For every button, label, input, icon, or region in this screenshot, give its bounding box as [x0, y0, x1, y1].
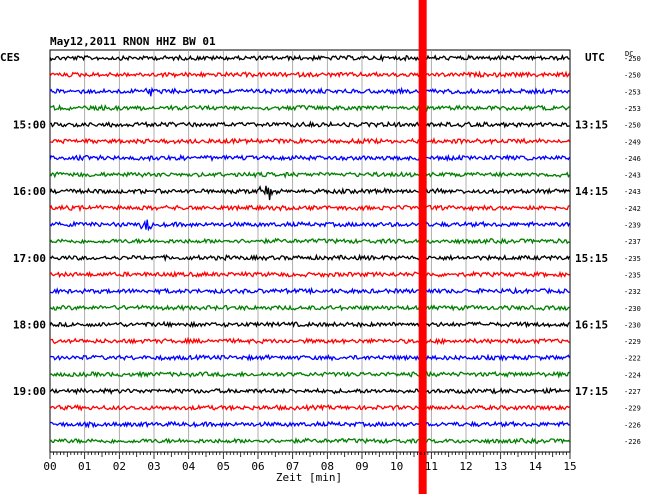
x-tick-label: 08: [321, 460, 334, 473]
dc-offset-label: -224: [624, 371, 641, 379]
red-time-marker: [418, 0, 427, 494]
dc-offset-label: -226: [624, 438, 641, 446]
chart-title: May12,2011 RNON HHZ BW 01: [50, 35, 216, 48]
seismic-trace: [49, 103, 571, 113]
seismic-trace: [49, 136, 571, 146]
dc-offset-label: -243: [624, 172, 641, 180]
dc-offset-label: -229: [624, 338, 641, 346]
right-time-label: 13:15: [575, 119, 608, 132]
seismic-trace: [49, 120, 570, 129]
seismic-trace: [49, 185, 571, 201]
x-tick-label: 03: [147, 460, 160, 473]
dc-offset-label: -239: [624, 222, 641, 230]
seismic-trace: [49, 386, 571, 396]
dc-header-label: DC: [625, 50, 633, 58]
x-tick-label: 13: [494, 460, 507, 473]
dc-offset-label: -246: [624, 155, 641, 163]
seismic-trace: [49, 286, 570, 296]
left-time-label: 19:00: [13, 385, 46, 398]
seismic-trace: [49, 237, 570, 245]
dc-offset-label: -230: [624, 305, 641, 313]
x-tick-label: 09: [355, 460, 368, 473]
x-tick-label: 14: [529, 460, 543, 473]
dc-offset-label: -230: [624, 321, 641, 329]
seismic-trace: [49, 353, 571, 362]
right-time-label: 17:15: [575, 385, 608, 398]
dc-offset-label: -226: [624, 421, 641, 429]
dc-offset-labels: -250 -250 -253 -253 -250 -249 -246 -243 -243 -242…: [624, 55, 641, 446]
seismic-trace: [49, 170, 571, 179]
seismic-trace: [49, 403, 570, 412]
seismic-trace: [49, 219, 571, 232]
dc-offset-label: -253: [624, 105, 641, 113]
x-axis-ticks: 00 01 02 03 04 05 06 07 08 09 10 11 12 13 14 15: [43, 452, 577, 473]
dc-offset-label: -232: [624, 288, 641, 296]
dc-offset-label: -237: [624, 238, 641, 246]
left-time-labels: 15:00 16:00 17:00 18:00 19:00: [13, 119, 46, 398]
dc-offset-label: -235: [624, 271, 641, 279]
right-zone-label: UTC: [585, 51, 605, 64]
x-tick-label: 15: [563, 460, 576, 473]
seismic-trace: [49, 370, 570, 379]
trace-lines: [49, 53, 571, 445]
left-time-label: 16:00: [13, 185, 46, 198]
x-tick-label: 06: [251, 460, 264, 473]
x-tick-label: 11: [425, 460, 438, 473]
seismic-trace: [49, 303, 570, 312]
x-tick-label: 02: [113, 460, 126, 473]
right-time-label: 15:15: [575, 252, 608, 265]
seismic-trace: [49, 436, 571, 445]
dc-offset-label: -242: [624, 205, 641, 213]
x-tick-label: 10: [390, 460, 403, 473]
left-time-label: 15:00: [13, 119, 46, 132]
dc-offset-label: -229: [624, 405, 641, 413]
right-time-label: 14:15: [575, 185, 608, 198]
dc-offset-label: -227: [624, 388, 641, 396]
dc-offset-label: -250: [624, 72, 641, 80]
seismic-trace: [49, 153, 571, 163]
x-tick-label: 00: [43, 460, 56, 473]
dc-offset-label: -235: [624, 255, 641, 263]
left-zone-label: CES: [0, 51, 20, 64]
left-time-label: 17:00: [13, 252, 46, 265]
seismic-trace: [49, 204, 570, 213]
left-time-label: 18:00: [13, 318, 46, 331]
seismic-trace: [49, 320, 571, 329]
dc-offset-label: -222: [624, 355, 641, 363]
x-tick-label: 04: [182, 460, 196, 473]
x-tick-label: 05: [217, 460, 230, 473]
x-tick-label: 07: [286, 460, 299, 473]
seismic-trace: [49, 70, 571, 79]
dc-offset-label: -253: [624, 88, 641, 96]
x-axis-label: Zeit [min]: [276, 471, 342, 484]
seismic-trace: [49, 270, 570, 279]
x-tick-label: 01: [78, 460, 91, 473]
seismic-trace: [49, 336, 570, 346]
dc-offset-label: -250: [624, 55, 641, 63]
dc-offset-label: -243: [624, 188, 641, 196]
dc-offset-label: -249: [624, 138, 641, 146]
right-time-label: 16:15: [575, 318, 608, 331]
x-tick-label: 12: [459, 460, 472, 473]
seismic-trace: [49, 253, 571, 263]
seismic-trace: [49, 420, 570, 429]
dc-offset-label: -250: [624, 122, 641, 130]
seismic-trace: [49, 86, 570, 97]
right-time-labels: 13:15 14:15 15:15 16:15 17:15: [575, 119, 608, 398]
seismic-trace: [49, 53, 570, 63]
